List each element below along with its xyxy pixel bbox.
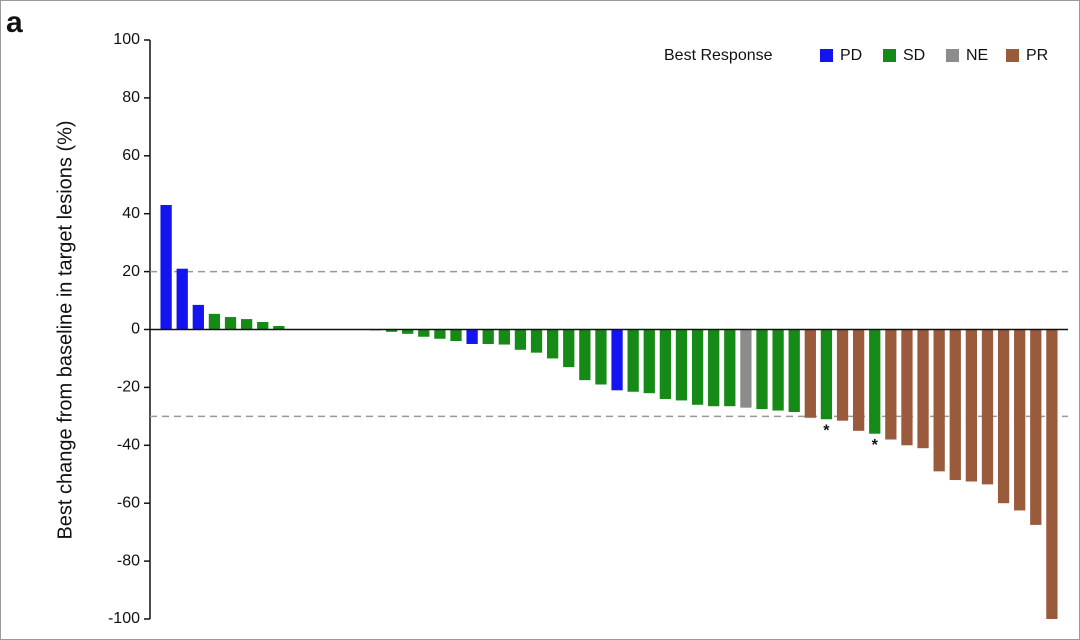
bar <box>402 329 414 334</box>
bar <box>836 329 849 421</box>
bar <box>466 329 478 344</box>
y-tick-label: -80 <box>117 552 140 569</box>
bar <box>740 329 752 408</box>
bar <box>643 329 655 394</box>
y-tick-label: 80 <box>122 89 140 106</box>
legend-label: PD <box>840 47 862 64</box>
bar <box>659 329 672 399</box>
bar <box>434 329 446 339</box>
bar <box>192 304 204 330</box>
legend-label: NE <box>966 47 988 64</box>
bar <box>933 329 945 472</box>
bar <box>804 329 816 418</box>
bar <box>595 329 607 385</box>
bar <box>579 329 591 381</box>
y-tick-label: 40 <box>122 205 140 222</box>
y-tick-label: -60 <box>117 494 140 511</box>
y-tick-label: -20 <box>117 379 140 396</box>
bar <box>756 329 768 410</box>
bar <box>997 329 1010 504</box>
bar <box>1014 329 1026 511</box>
bar <box>514 329 527 350</box>
bar <box>869 329 881 434</box>
bar <box>611 329 623 391</box>
bar <box>627 329 639 392</box>
panel-label: a <box>6 6 23 39</box>
legend-swatch <box>820 49 833 62</box>
bar <box>385 329 398 332</box>
y-tick-label: 60 <box>122 147 140 164</box>
bar <box>160 205 172 330</box>
legend-title: Best Response <box>664 47 773 64</box>
annotation: * <box>823 422 830 439</box>
y-tick-label: -40 <box>117 437 140 454</box>
annotation: * <box>872 437 879 454</box>
legend-swatch <box>1006 49 1019 62</box>
legend-label: SD <box>903 47 925 64</box>
bar <box>273 326 285 330</box>
bar <box>675 329 688 401</box>
bar <box>1046 329 1058 619</box>
bar <box>772 329 784 411</box>
y-axis-label: Best change from baseline in target lesi… <box>54 120 76 539</box>
y-tick-label: 20 <box>122 263 140 280</box>
bar <box>852 329 865 431</box>
bar <box>257 321 269 330</box>
bar <box>965 329 978 482</box>
bar <box>208 313 221 330</box>
y-tick-label: 100 <box>113 31 140 48</box>
bar <box>450 329 462 342</box>
bar <box>917 329 929 449</box>
bar <box>949 329 961 481</box>
bar <box>724 329 736 407</box>
bar <box>530 329 543 353</box>
bar <box>981 329 994 485</box>
bar <box>546 329 559 359</box>
bar <box>240 319 253 330</box>
y-tick-label: -100 <box>108 610 140 627</box>
bar <box>691 329 704 405</box>
bar <box>176 268 188 330</box>
legend-swatch <box>946 49 959 62</box>
bar <box>224 317 237 330</box>
y-tick-label: 0 <box>131 321 140 338</box>
bar <box>1030 329 1042 525</box>
bar <box>885 329 897 440</box>
legend-label: PR <box>1026 47 1048 64</box>
bar <box>563 329 575 368</box>
bar <box>820 329 833 420</box>
legend-swatch <box>883 49 896 62</box>
bar <box>418 329 430 337</box>
bar <box>901 329 913 446</box>
bar <box>498 329 510 345</box>
bar <box>482 329 494 344</box>
bar <box>708 329 720 407</box>
bar <box>788 329 800 413</box>
